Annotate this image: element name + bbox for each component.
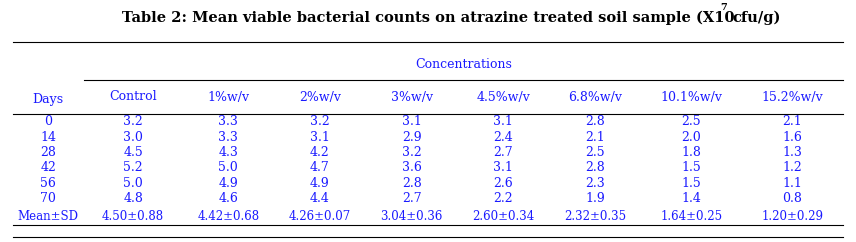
Text: 2.1: 2.1 (585, 131, 605, 144)
Text: 2.60±0.34: 2.60±0.34 (473, 210, 534, 223)
Text: 3.6: 3.6 (401, 161, 421, 174)
Text: 2.4: 2.4 (493, 131, 513, 144)
Text: 4.42±0.68: 4.42±0.68 (197, 210, 259, 223)
Text: 1.5: 1.5 (681, 161, 701, 174)
Text: 4.2: 4.2 (310, 146, 330, 159)
Text: 2.8: 2.8 (585, 161, 605, 174)
Text: 1.4: 1.4 (681, 192, 701, 205)
Text: 4.5%w/v: 4.5%w/v (476, 91, 530, 104)
Text: Table 2: Mean viable bacterial counts on atrazine treated soil sample (X10: Table 2: Mean viable bacterial counts on… (122, 11, 734, 25)
Text: 4.26±0.07: 4.26±0.07 (288, 210, 351, 223)
Text: 4.4: 4.4 (310, 192, 330, 205)
Text: 3.0: 3.0 (123, 131, 143, 144)
Text: 1.3: 1.3 (782, 146, 802, 159)
Text: 2%w/v: 2%w/v (299, 91, 341, 104)
Text: 3.3: 3.3 (218, 115, 238, 128)
Text: 3.04±0.36: 3.04±0.36 (380, 210, 443, 223)
Text: 4.6: 4.6 (218, 192, 238, 205)
Text: 2.3: 2.3 (585, 177, 605, 190)
Text: 0.8: 0.8 (782, 192, 802, 205)
Text: 4.3: 4.3 (218, 146, 238, 159)
Text: 1.5: 1.5 (681, 177, 701, 190)
Text: 15.2%w/v: 15.2%w/v (762, 91, 823, 104)
Text: 1.8: 1.8 (681, 146, 701, 159)
Text: 2.5: 2.5 (681, 115, 701, 128)
Text: 3.1: 3.1 (401, 115, 421, 128)
Text: 3.2: 3.2 (310, 115, 330, 128)
Text: 3%w/v: 3%w/v (390, 91, 432, 104)
Text: 5.0: 5.0 (218, 161, 238, 174)
Text: 5.0: 5.0 (123, 177, 143, 190)
Text: Control: Control (110, 91, 157, 104)
Text: 4.50±0.88: 4.50±0.88 (102, 210, 164, 223)
Text: 10.1%w/v: 10.1%w/v (660, 91, 722, 104)
Text: 4.7: 4.7 (310, 161, 330, 174)
Text: 1.9: 1.9 (585, 192, 605, 205)
Text: 2.7: 2.7 (401, 192, 421, 205)
Text: 1.6: 1.6 (782, 131, 802, 144)
Text: 3.2: 3.2 (123, 115, 143, 128)
Text: 4.5: 4.5 (123, 146, 143, 159)
Text: cfu/g): cfu/g) (733, 11, 782, 25)
Text: 14: 14 (40, 131, 56, 144)
Text: 2.2: 2.2 (493, 192, 513, 205)
Text: 2.7: 2.7 (493, 146, 513, 159)
Text: Mean±SD: Mean±SD (18, 210, 79, 223)
Text: 2.6: 2.6 (493, 177, 513, 190)
Text: 7: 7 (720, 3, 727, 12)
Text: 3.1: 3.1 (310, 131, 330, 144)
Text: 56: 56 (40, 177, 56, 190)
Text: 3.1: 3.1 (493, 115, 514, 128)
Text: 1.64±0.25: 1.64±0.25 (660, 210, 722, 223)
Text: 2.8: 2.8 (401, 177, 421, 190)
Text: 1%w/v: 1%w/v (207, 91, 249, 104)
Text: 3.2: 3.2 (401, 146, 421, 159)
Text: 4.9: 4.9 (218, 177, 238, 190)
Text: 2.32±0.35: 2.32±0.35 (564, 210, 626, 223)
Text: Days: Days (33, 93, 64, 106)
Text: 6.8%w/v: 6.8%w/v (568, 91, 622, 104)
Text: 4.9: 4.9 (310, 177, 330, 190)
Text: 2.1: 2.1 (782, 115, 802, 128)
Text: 2.8: 2.8 (585, 115, 605, 128)
Text: 0: 0 (45, 115, 52, 128)
Text: 3.1: 3.1 (493, 161, 514, 174)
Text: 2.5: 2.5 (586, 146, 604, 159)
Text: 1.20±0.29: 1.20±0.29 (762, 210, 823, 223)
Text: Concentrations: Concentrations (415, 59, 512, 71)
Text: 1.2: 1.2 (782, 161, 802, 174)
Text: 1.1: 1.1 (782, 177, 802, 190)
Text: 28: 28 (40, 146, 56, 159)
Text: 2.0: 2.0 (681, 131, 701, 144)
Text: 4.8: 4.8 (123, 192, 143, 205)
Text: 5.2: 5.2 (123, 161, 143, 174)
Text: 3.3: 3.3 (218, 131, 238, 144)
Text: 70: 70 (40, 192, 56, 205)
Text: 2.9: 2.9 (401, 131, 421, 144)
Text: 42: 42 (40, 161, 56, 174)
